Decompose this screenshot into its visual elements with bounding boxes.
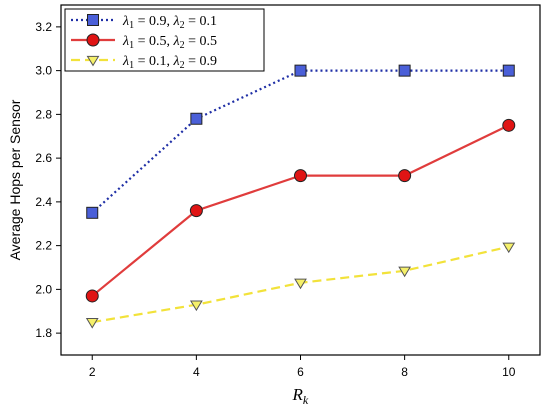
y-tick-label: 3.2 — [35, 20, 52, 34]
series-layer — [85, 64, 516, 329]
legend-value-text: = 0.9, — [134, 14, 173, 29]
series-line — [91, 69, 509, 214]
x-axis-title-subscript: k — [303, 393, 309, 407]
circle-marker — [398, 169, 412, 183]
x-tick-label: 8 — [401, 365, 408, 379]
legend-symbol: λ — [172, 54, 179, 69]
legend: λ1 = 0.9, λ2 = 0.1λ1 = 0.5, λ2 = 0.5λ1 =… — [64, 8, 265, 72]
x-tick-label: 10 — [502, 365, 516, 379]
series-line — [91, 124, 510, 297]
y-tick-label: 2.0 — [35, 282, 52, 296]
legend-entry-label: λ1 = 0.9, λ2 = 0.1 — [122, 14, 217, 31]
circle-marker — [502, 118, 516, 132]
circle-marker — [189, 204, 203, 218]
triangle-down-marker — [398, 266, 412, 278]
legend-subscript: 1 — [129, 40, 134, 51]
x-axis-title: Rk — [292, 385, 309, 407]
y-tick-label: 3.0 — [35, 64, 52, 78]
circle-marker — [86, 33, 100, 47]
y-tick-label: 2.4 — [35, 195, 52, 209]
legend-value-text: = 0.5 — [185, 34, 217, 49]
triangle-down-marker — [294, 278, 307, 290]
legend-value-text: = 0.5, — [134, 34, 173, 49]
y-tick-label: 2.6 — [35, 151, 52, 165]
y-tick-label: 2.2 — [35, 239, 52, 253]
circle-marker — [294, 169, 307, 183]
triangle-down-marker — [85, 318, 99, 329]
series-1 — [86, 64, 515, 219]
legend-symbol: λ — [172, 14, 179, 29]
triangle-down-marker — [502, 242, 516, 254]
legend-value-text: = 0.9 — [185, 54, 217, 69]
square-marker — [294, 64, 307, 77]
legend-subscript: 2 — [180, 40, 185, 51]
square-marker — [398, 64, 411, 77]
legend-entry-label: λ1 = 0.5, λ2 = 0.5 — [122, 34, 217, 51]
x-axis: 2 4 6 8 10 — [89, 355, 516, 379]
triangle-down-marker — [86, 55, 100, 67]
legend-symbol: λ — [122, 34, 129, 49]
x-tick-label: 4 — [193, 365, 200, 379]
y-tick-label: 1.8 — [35, 326, 52, 340]
y-axis-title: Average Hops per Sensor — [7, 99, 23, 260]
legend-subscript: 1 — [129, 60, 134, 71]
legend-value-text: = 0.1 — [185, 14, 217, 29]
square-marker — [86, 206, 99, 219]
legend-subscript: 1 — [129, 20, 134, 31]
legend-entry-label: λ1 = 0.1, λ2 = 0.9 — [122, 54, 217, 71]
square-marker — [87, 14, 99, 26]
legend-subscript: 2 — [180, 20, 185, 31]
y-axis: 1.8 2.0 2.2 2.4 2.6 2.8 3.0 3.2 — [35, 20, 61, 340]
x-axis-title-main: R — [292, 385, 304, 404]
series-3 — [85, 242, 516, 329]
series-2 — [85, 118, 516, 303]
legend-symbol: λ — [122, 14, 129, 29]
y-tick-label: 2.8 — [35, 107, 52, 121]
triangle-down-marker — [189, 300, 203, 312]
legend-subscript: 2 — [180, 60, 185, 71]
legend-symbol: λ — [172, 34, 179, 49]
square-marker — [190, 112, 203, 125]
square-marker — [502, 64, 515, 77]
legend-symbol: λ — [122, 54, 129, 69]
x-tick-label: 2 — [89, 365, 96, 379]
legend-value-text: = 0.1, — [134, 54, 173, 69]
x-tick-label: 6 — [297, 365, 304, 379]
circle-marker — [85, 289, 99, 303]
